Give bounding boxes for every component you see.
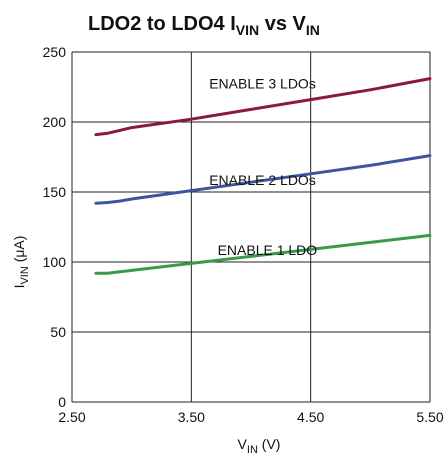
tick-labels: 0 50 100 150 200 250 2.50 3.50 4.50 5.50 <box>43 44 444 425</box>
series-annotation: ENABLE 1 LDO <box>218 242 318 258</box>
y-axis-label: IVIN (μA) <box>11 236 31 289</box>
x-axis-label: VIN (V) <box>238 436 281 456</box>
grid <box>71 51 431 403</box>
y-tick-label: 150 <box>43 184 67 200</box>
series-annotation: ENABLE 2 LDOs <box>209 172 316 188</box>
y-tick-label: 100 <box>43 254 67 270</box>
x-tick-label: 2.50 <box>58 409 85 425</box>
series-layer <box>94 77 432 275</box>
y-tick-label: 50 <box>50 324 66 340</box>
y-tick-label: 0 <box>58 394 66 410</box>
y-tick-label: 200 <box>43 114 67 130</box>
x-tick-label: 3.50 <box>178 409 205 425</box>
x-tick-label: 4.50 <box>297 409 324 425</box>
series-annotation: ENABLE 3 LDOs <box>209 75 316 91</box>
chart-title: LDO2 to LDO4 IVIN vs VIN <box>88 13 320 38</box>
annotations: ENABLE 3 LDOs ENABLE 2 LDOs ENABLE 1 LDO <box>209 75 317 258</box>
y-tick-label: 250 <box>43 44 67 60</box>
x-tick-label: 5.50 <box>416 409 443 425</box>
series-line-2 <box>94 154 432 205</box>
series-line-3 <box>94 233 432 275</box>
series-line-1 <box>94 77 432 137</box>
